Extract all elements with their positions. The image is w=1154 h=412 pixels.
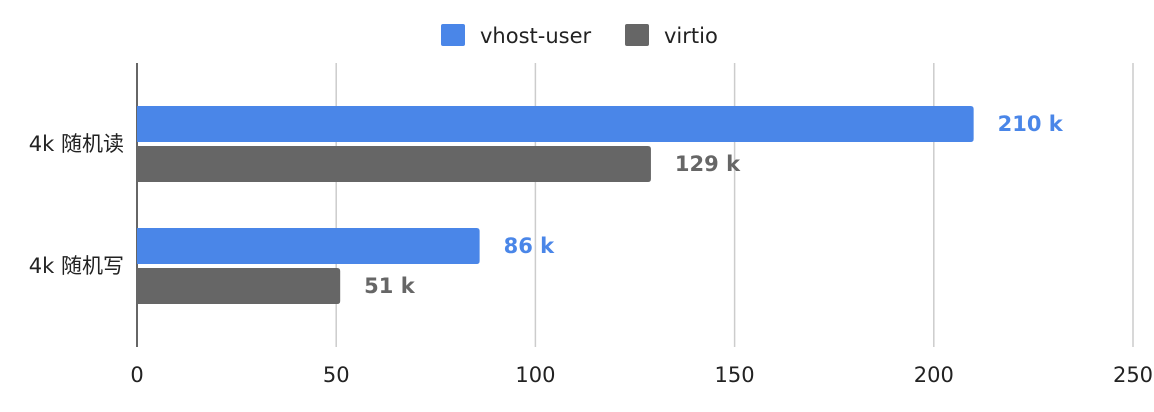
bar-vhost-user: [137, 106, 974, 142]
data-label: 51 k: [364, 274, 416, 298]
data-label: 86 k: [504, 234, 556, 258]
bar-vhost-user: [137, 228, 480, 264]
bar-virtio: [137, 268, 341, 304]
data-label: 210 k: [998, 112, 1064, 136]
category-labels: 4k 随机读 4k 随机写: [29, 132, 124, 278]
category-label: 4k 随机写: [29, 254, 124, 278]
legend-label: virtio: [664, 24, 718, 48]
data-label: 129 k: [675, 152, 741, 176]
x-tick-label: 250: [1113, 363, 1153, 387]
x-tick-label: 150: [715, 363, 755, 387]
x-axis-ticks: 0 50 100 150 200 250: [130, 363, 1153, 387]
x-tick-label: 0: [130, 363, 143, 387]
category-label: 4k 随机读: [29, 132, 124, 156]
x-tick-label: 50: [323, 363, 350, 387]
legend-swatch: [625, 24, 649, 46]
grid: [335, 63, 1134, 347]
x-tick-label: 200: [914, 363, 954, 387]
legend: vhost-user virtio: [441, 24, 718, 48]
legend-swatch: [441, 24, 465, 46]
bar-virtio: [137, 146, 651, 182]
x-tick-label: 100: [515, 363, 555, 387]
legend-label: vhost-user: [480, 24, 592, 48]
bars: [137, 106, 974, 304]
value-labels: 210 k 129 k 86 k 51 k: [364, 112, 1064, 298]
